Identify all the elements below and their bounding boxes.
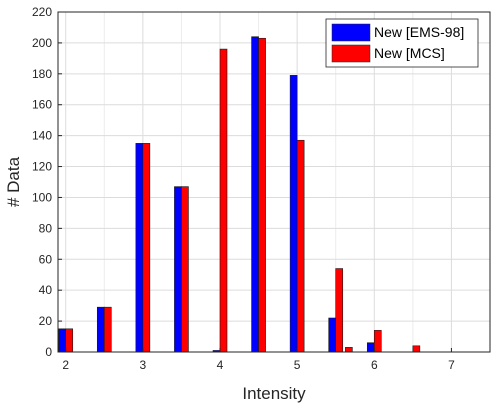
bar-ems98 xyxy=(174,186,182,353)
bar-ems98 xyxy=(366,342,375,353)
y-tick-label: 160 xyxy=(32,98,52,112)
x-tick-label: 7 xyxy=(448,358,455,372)
bar-ems98 xyxy=(251,36,259,353)
bar-mcs xyxy=(65,328,74,353)
bar-mcs xyxy=(219,48,228,353)
y-tick-label: 140 xyxy=(32,129,52,143)
x-tick-labels: 2 3 4 5 6 7 xyxy=(62,358,455,372)
bar-mcs xyxy=(181,186,189,353)
bar-mcs xyxy=(373,330,382,353)
y-tick-label: 0 xyxy=(45,345,52,359)
bar-ems98 xyxy=(96,306,105,353)
x-tick-label: 2 xyxy=(62,358,69,372)
legend-swatch-mcs xyxy=(331,44,371,63)
x-tick-label: 6 xyxy=(371,358,378,372)
y-tick-label: 80 xyxy=(39,221,53,235)
y-tick-label: 120 xyxy=(32,160,52,174)
legend: New [EMS-98] New [MCS] xyxy=(325,18,479,68)
ticks xyxy=(58,11,452,353)
x-axis-label: Intensity xyxy=(242,384,306,403)
y-tick-label: 40 xyxy=(39,283,53,297)
bar-mcs xyxy=(345,347,353,353)
y-tick-label: 100 xyxy=(32,190,52,204)
x-tick-label: 5 xyxy=(294,358,301,372)
bar-mcs xyxy=(258,37,266,353)
y-tick-label: 20 xyxy=(39,314,53,328)
bar-ems98 xyxy=(135,143,144,353)
legend-label-mcs: New [MCS] xyxy=(374,45,445,61)
plot-frame xyxy=(57,11,491,353)
x-tick-label: 3 xyxy=(140,358,147,372)
bars xyxy=(58,36,421,353)
y-tick-labels: 0 20 40 60 80 100 120 140 160 180 200 220 xyxy=(32,5,52,359)
bar-mcs xyxy=(335,268,344,353)
bar-mcs xyxy=(103,306,112,353)
legend-swatch-ems98 xyxy=(331,23,371,42)
bar-mcs xyxy=(296,139,305,353)
y-tick-label: 60 xyxy=(39,252,53,266)
bar-ems98 xyxy=(328,317,337,353)
y-axis-label: # Data xyxy=(4,156,23,207)
y-tick-label: 220 xyxy=(32,5,52,19)
x-tick-label: 4 xyxy=(217,358,224,372)
bar-mcs xyxy=(142,143,151,353)
bar-mcs xyxy=(412,345,421,353)
y-tick-label: 200 xyxy=(32,36,52,50)
y-tick-label: 180 xyxy=(32,67,52,81)
legend-label-ems98: New [EMS-98] xyxy=(374,24,464,40)
bar-ems98 xyxy=(289,75,298,353)
bar-ems98 xyxy=(58,328,67,353)
